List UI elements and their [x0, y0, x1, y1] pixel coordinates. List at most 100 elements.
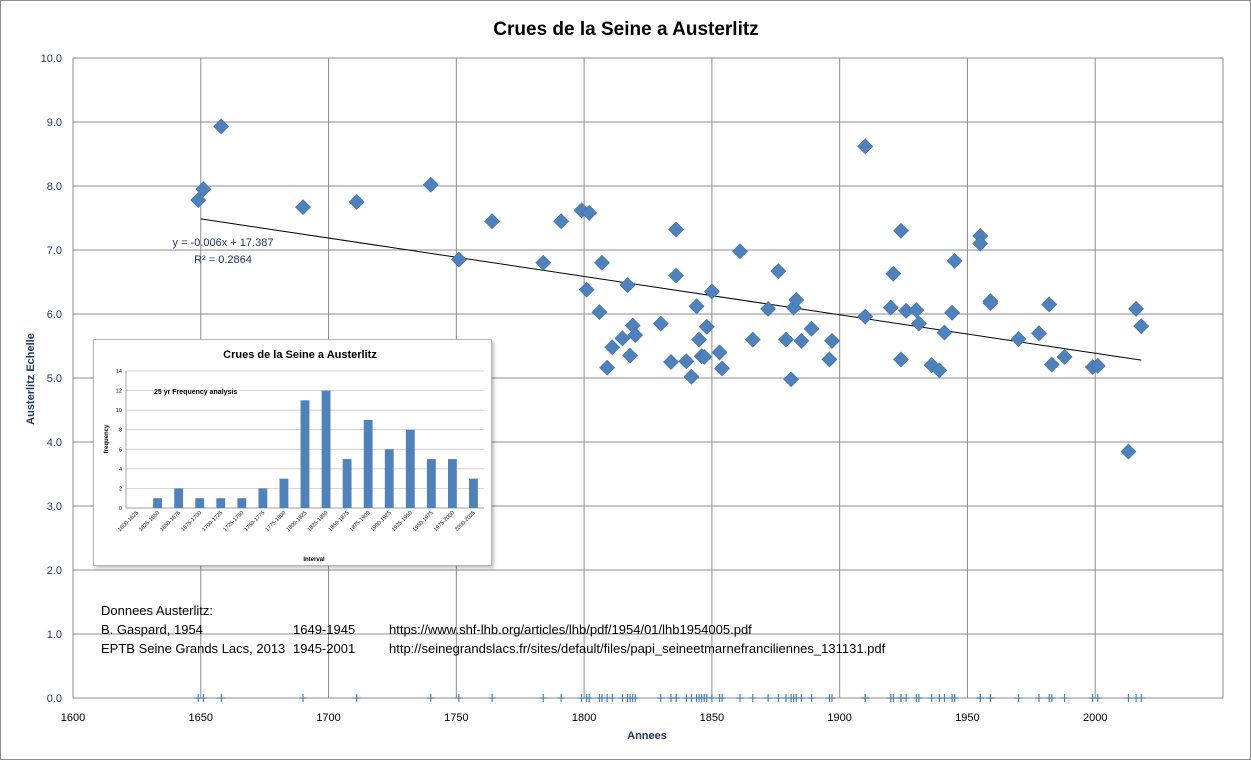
data-point — [553, 213, 570, 230]
inset-x-tick-label: 1650-1675 — [159, 510, 182, 533]
source-url: https://www.shf-lhb.org/articles/lhb/pdf… — [389, 622, 752, 637]
source-name: B. Gaspard, 1954 — [101, 622, 203, 637]
y-tick-label: 5.0 — [47, 373, 62, 385]
data-point — [982, 295, 999, 312]
data-point — [783, 371, 800, 388]
data-point — [535, 254, 552, 271]
data-point — [732, 243, 748, 260]
inset-x-tick-label: 1625-1650 — [138, 510, 161, 533]
inset-chart-title: Crues de la Seine a Austerlitz — [223, 349, 377, 361]
y-tick-label: 4.0 — [47, 437, 62, 449]
inset-y-tick-label: 0 — [119, 506, 122, 512]
data-point — [793, 332, 810, 349]
inset-x-tick-label: 1725-1750 — [222, 510, 245, 533]
data-point — [882, 299, 899, 316]
x-tick-label: 1950 — [955, 712, 979, 724]
data-point — [190, 192, 207, 209]
data-point — [821, 351, 838, 368]
y-tick-label: 2.0 — [47, 565, 62, 577]
inset-y-tick-label: 14 — [116, 369, 122, 375]
inset-x-axis-label: Interval — [303, 557, 325, 563]
trendline-line — [200, 218, 1142, 361]
data-point — [803, 320, 820, 337]
y-tick-label: 9.0 — [47, 117, 62, 129]
data-point — [857, 138, 874, 155]
inset-x-tick-label: 1775-1800 — [265, 510, 288, 533]
axes — [72, 58, 1223, 699]
data-point — [348, 194, 365, 210]
inset-x-tick-label: 1925-1950 — [391, 510, 414, 533]
data-point — [714, 360, 731, 377]
data-point — [678, 353, 695, 370]
y-tick-label: 0.0 — [47, 693, 62, 705]
data-point — [910, 315, 927, 332]
data-point — [1089, 357, 1106, 374]
data-point — [744, 331, 761, 348]
x-tick-labels: 1600 1650 1700 1750 1800 1850 1900 1950 2000 — [61, 712, 1108, 724]
inset-x-tick-label: 1750-1775 — [243, 510, 266, 533]
trendline-equation: y = -0.006x + 17.387 — [173, 237, 274, 249]
inset-y-tick-label: 10 — [116, 408, 122, 414]
inset-annotation: 25 yr Frequency analysis — [154, 389, 237, 396]
data-point — [760, 300, 777, 317]
inset-bar — [405, 429, 415, 508]
inset-bar — [195, 498, 205, 508]
data-point — [936, 324, 953, 341]
inset-x-tick-label: 1800-1825 — [286, 510, 309, 533]
inset-frequency-chart: 0 2 4 6 8 10 12 14 1600-1625 1625-1650 1650-1675 1… — [93, 339, 492, 566]
data-point — [663, 354, 679, 370]
data-point — [696, 348, 713, 365]
y-tick-label: 3.0 — [47, 501, 62, 513]
data-point — [652, 315, 669, 332]
data-point — [857, 308, 874, 325]
rug-marks — [194, 694, 1146, 702]
inset-bar — [447, 459, 457, 508]
data-point — [450, 251, 467, 268]
data-point — [599, 359, 616, 376]
sources-heading: Donnees Austerlitz: — [101, 603, 214, 618]
data-point — [1120, 443, 1137, 460]
inset-x-tick-label: 1900-1925 — [370, 510, 393, 533]
inset-y-tick-label: 2 — [119, 486, 122, 492]
data-point — [295, 199, 311, 216]
data-point — [931, 362, 948, 379]
data-point — [698, 318, 715, 335]
source-period: 1649-1945 — [293, 622, 356, 637]
inset-x-tick-label: 1825-1850 — [307, 510, 330, 533]
inset-x-tick-label: 1850-1875 — [328, 510, 351, 533]
inset-y-tick-label: 4 — [119, 467, 122, 473]
x-tick-label: 1700 — [316, 712, 340, 724]
data-point — [1041, 296, 1058, 313]
inset-x-tick-label: 1975-2000 — [433, 510, 456, 533]
data-point — [484, 213, 501, 230]
inset-bar — [469, 478, 478, 508]
x-tick-label: 1600 — [61, 712, 85, 724]
data-point — [770, 263, 787, 280]
chart-title: Crues de la Seine a Austerlitz — [493, 19, 758, 40]
trendline — [200, 218, 1142, 361]
data-point — [1128, 300, 1145, 317]
data-point — [622, 347, 639, 364]
data-point — [578, 281, 595, 298]
inset-x-tick-label: 1700-1725 — [201, 510, 224, 533]
data-point — [195, 181, 212, 198]
y-tick-label: 7.0 — [47, 245, 62, 257]
y-tick-label: 10.0 — [41, 53, 62, 65]
data-point — [619, 277, 636, 294]
source-url: http://seinegrandslacs.fr/sites/default/… — [389, 641, 886, 656]
x-axis-label: Annees — [627, 730, 667, 742]
data-point — [944, 304, 961, 321]
data-point — [885, 265, 902, 282]
data-point — [893, 222, 909, 239]
data-point — [1031, 325, 1047, 342]
y-axis-label: Austerlitz Echelle — [25, 333, 37, 425]
data-point — [691, 331, 708, 348]
source-period: 1945-2001 — [293, 641, 356, 656]
data-point — [908, 302, 925, 319]
data-point — [213, 118, 230, 135]
data-point — [946, 252, 963, 269]
data-point — [688, 298, 705, 315]
inset-y-tick-labels: 0 2 4 6 8 10 12 14 — [116, 369, 122, 512]
